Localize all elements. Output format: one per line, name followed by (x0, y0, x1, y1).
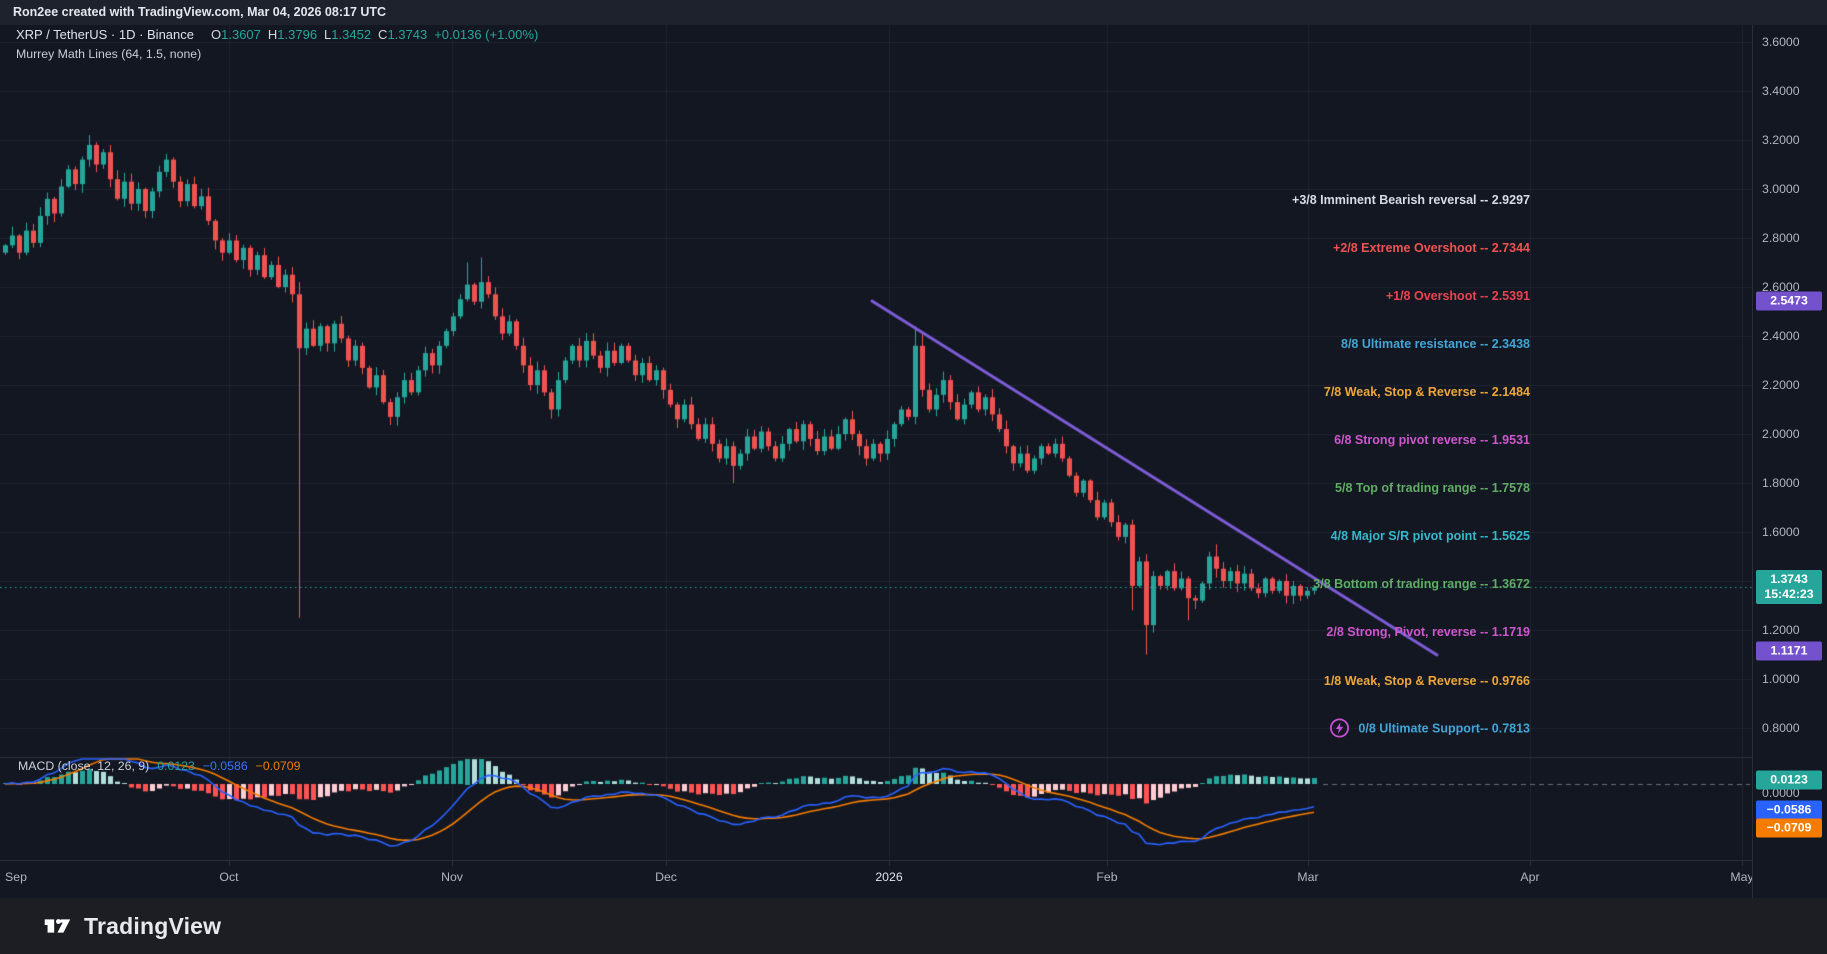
murrey-level-label: 7/8 Weak, Stop & Reverse -- 2.1484 (1324, 385, 1530, 399)
tradingview-logo-icon (44, 919, 71, 933)
murrey-level-text: +3/8 Imminent Bearish reversal -- 2.9297 (1292, 193, 1530, 207)
axis-value-badge: 2.5473 (1756, 291, 1822, 311)
murrey-level-text: 5/8 Top of trading range -- 1.7578 (1335, 481, 1530, 495)
attribution-text: Ron2ee created with TradingView.com, Mar… (13, 5, 387, 19)
time-tick-label: Dec (655, 870, 677, 884)
murrey-level-label: +1/8 Overshoot -- 2.5391 (1386, 289, 1530, 303)
price-tick-label: 2.8000 (1762, 231, 1800, 245)
murrey-level-label: +2/8 Extreme Overshoot -- 2.7344 (1333, 241, 1530, 255)
bar-countdown: 15:42:23 (1764, 587, 1814, 601)
high-value: 1.3796 (277, 27, 318, 42)
time-tick-mark (1530, 861, 1531, 866)
tradingview-logo[interactable]: TradingView (40, 909, 221, 943)
murrey-level-text: 6/8 Strong pivot reverse -- 1.9531 (1334, 433, 1530, 447)
axis-value-badge: −0.0709 (1756, 818, 1822, 838)
time-axis[interactable]: Sep Oct Nov Dec 2026 Feb Mar Apr May (0, 860, 1827, 899)
low-label: L (324, 27, 332, 42)
time-tick-label: Feb (1096, 870, 1118, 884)
axis-value-badge: 0.0123 (1756, 770, 1822, 790)
murrey-level-label: 4/8 Major S/R pivot point -- 1.5625 (1331, 529, 1530, 543)
time-tick-label: Oct (219, 870, 239, 884)
murrey-level-label: 1/8 Weak, Stop & Reverse -- 0.9766 (1324, 674, 1530, 688)
price-tick-label: 3.6000 (1762, 35, 1800, 49)
chart-legend: XRP / TetherUS · 1D · Binance O1.3607 H1.3… (16, 27, 538, 61)
low-value: 1.3452 (331, 27, 372, 42)
price-axis[interactable]: 3.6000 3.4000 3.2000 3.0000 2.8000 2.6000 2.40… (1752, 25, 1827, 898)
time-tick-label: May (1730, 870, 1754, 884)
murrey-level-label: 0/8 Ultimate Support-- 0.7813 (1329, 718, 1530, 739)
murrey-level-label: 5/8 Top of trading range -- 1.7578 (1335, 481, 1530, 495)
murrey-level-label: 6/8 Strong pivot reverse -- 1.9531 (1334, 433, 1530, 447)
price-tick-label: 3.2000 (1762, 133, 1800, 147)
time-tick-mark (1107, 861, 1108, 866)
time-tick-label: 2026 (875, 870, 903, 884)
time-tick-mark (666, 861, 667, 866)
time-tick-mark (889, 861, 890, 866)
time-tick-label: Sep (5, 870, 27, 884)
murrey-indicator-legend[interactable]: Murrey Math Lines (64, 1.5, none) (16, 47, 202, 61)
lightning-icon (1329, 718, 1350, 739)
murrey-level-text: +1/8 Overshoot -- 2.5391 (1385, 289, 1530, 303)
murrey-level-label: +3/8 Imminent Bearish reversal -- 2.9297 (1292, 193, 1530, 207)
close-label: C (378, 27, 388, 42)
murrey-level-label: 8/8 Ultimate resistance -- 2.3438 (1341, 337, 1530, 351)
murrey-level-text: 8/8 Ultimate resistance -- 2.3438 (1341, 337, 1530, 351)
price-tick-label: 0.8000 (1762, 721, 1800, 735)
price-tick-label: 1.0000 (1762, 672, 1800, 686)
murrey-level-text: 4/8 Major S/R pivot point -- 1.5625 (1330, 529, 1530, 543)
tradingview-logo-text: TradingView (84, 912, 222, 939)
open-value: 1.3607 (221, 27, 261, 42)
time-tick-label: Mar (1297, 870, 1319, 884)
murrey-level-text: 7/8 Weak, Stop & Reverse -- 2.1484 (1323, 385, 1530, 399)
time-tick-mark (229, 861, 230, 866)
time-tick-mark (452, 861, 453, 866)
price-tick-label: 3.4000 (1762, 84, 1800, 98)
murrey-level-text: 3/8 Bottom of trading range -- 1.3672 (1313, 577, 1530, 591)
murrey-level-text: +2/8 Extreme Overshoot -- 2.7344 (1333, 241, 1530, 255)
price-tick-label: 1.8000 (1762, 476, 1800, 490)
close-value: 1.3743 (387, 27, 428, 42)
macd-hist-value: 0.0123 (157, 759, 195, 773)
axis-value-badge: 1.1171 (1756, 641, 1822, 661)
symbol-title[interactable]: XRP / TetherUS · 1D · Binance (16, 27, 194, 42)
macd-line-value: −0.0586 (202, 759, 248, 773)
macd-signal-value: −0.0709 (255, 759, 301, 773)
price-tick-label: 3.0000 (1762, 182, 1800, 196)
murrey-level-text: 0/8 Ultimate Support-- 0.7813 (1358, 721, 1530, 735)
macd-title: MACD (18, 759, 55, 773)
attribution-bar: Ron2ee created with TradingView.com, Mar… (0, 0, 1827, 25)
footer-bar: TradingView (0, 898, 1827, 954)
price-tick-label: 2.6000 (1762, 280, 1800, 294)
murrey-level-text: 2/8 Strong, Pivot, reverse -- 1.1719 (1326, 625, 1530, 639)
price-tick-label: 2.2000 (1762, 378, 1800, 392)
murrey-level-label: 2/8 Strong, Pivot, reverse -- 1.1719 (1326, 625, 1530, 639)
price-tick-label: 1.2000 (1762, 623, 1800, 637)
symbol-legend-row[interactable]: XRP / TetherUS · 1D · Binance O1.3607 H1.3… (16, 27, 538, 42)
high-label: H (267, 27, 278, 42)
murrey-level-text: 1/8 Weak, Stop & Reverse -- 0.9766 (1323, 674, 1530, 688)
change-value: +0.0136 (+1.00%) (434, 27, 539, 42)
time-tick-label: Nov (441, 870, 463, 884)
macd-params: (close, 12, 26, 9) (57, 759, 150, 773)
time-tick-mark (1308, 861, 1309, 866)
axis-value-badge: −0.0586 (1756, 800, 1822, 820)
time-tick-label: Apr (1520, 870, 1540, 884)
price-tick-label: 2.0000 (1762, 427, 1800, 441)
open-label: O (211, 27, 222, 42)
time-tick-mark (1742, 861, 1743, 866)
price-tick-label: 0.0000 (1762, 786, 1800, 800)
macd-indicator-legend[interactable]: MACD (close, 12, 26, 9) 0.0123 −0.0586 −0.0… (18, 759, 300, 773)
current-price-badge: 1.3743 15:42:23 (1756, 570, 1822, 604)
price-tick-label: 1.6000 (1762, 525, 1800, 539)
murrey-level-label: 3/8 Bottom of trading range -- 1.3672 (1313, 577, 1530, 591)
price-tick-label: 2.4000 (1762, 329, 1800, 343)
